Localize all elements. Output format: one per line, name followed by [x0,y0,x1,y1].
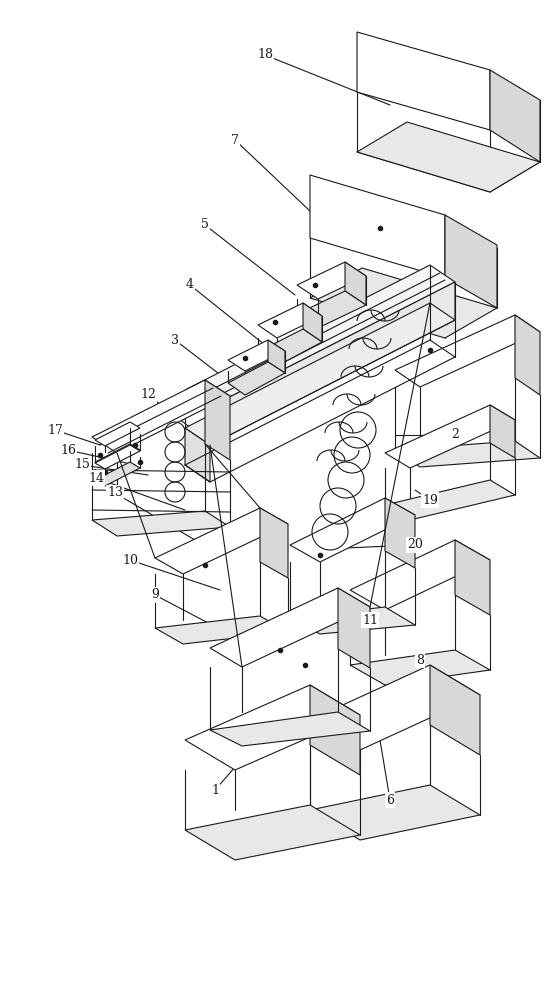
Polygon shape [290,498,415,562]
Text: 9: 9 [151,588,159,601]
Polygon shape [395,315,540,387]
Polygon shape [205,380,230,460]
Polygon shape [210,282,455,445]
Polygon shape [210,712,370,746]
Polygon shape [258,329,322,366]
Polygon shape [310,665,480,750]
Text: 17: 17 [47,424,63,436]
Text: 16: 16 [60,444,76,456]
Polygon shape [185,805,360,860]
Polygon shape [228,362,285,395]
Polygon shape [515,315,540,395]
Polygon shape [92,511,230,536]
Polygon shape [185,303,455,445]
Text: 12: 12 [140,388,156,401]
Polygon shape [345,262,366,305]
Polygon shape [95,462,140,486]
Polygon shape [310,685,360,775]
Polygon shape [155,508,288,574]
Polygon shape [297,262,366,299]
Text: 14: 14 [88,472,104,485]
Polygon shape [185,685,360,770]
Text: 20: 20 [407,538,423,552]
Polygon shape [385,405,515,468]
Polygon shape [258,303,322,338]
Text: 3: 3 [171,334,179,347]
Text: 13: 13 [107,487,123,499]
Text: 7: 7 [231,133,239,146]
Polygon shape [95,445,140,469]
Polygon shape [310,268,497,338]
Text: 5: 5 [201,219,209,232]
Text: 1: 1 [211,784,219,796]
Text: 8: 8 [416,654,424,666]
Polygon shape [395,441,540,467]
Polygon shape [338,588,370,668]
Polygon shape [92,380,230,453]
Polygon shape [155,616,288,644]
Polygon shape [357,122,540,192]
Polygon shape [268,340,285,373]
Polygon shape [430,665,480,755]
Text: 19: 19 [422,493,438,506]
Text: 18: 18 [257,48,273,62]
Text: 15: 15 [74,458,90,472]
Polygon shape [350,540,490,610]
Polygon shape [260,508,288,578]
Polygon shape [228,340,285,371]
Polygon shape [303,303,322,342]
Polygon shape [445,215,497,308]
Polygon shape [290,607,415,634]
Polygon shape [490,70,540,162]
Polygon shape [350,650,490,685]
Polygon shape [385,480,515,520]
Polygon shape [210,588,370,667]
Polygon shape [455,540,490,615]
Polygon shape [310,175,445,278]
Polygon shape [95,422,140,446]
Text: 11: 11 [362,613,378,626]
Polygon shape [490,405,515,458]
Polygon shape [297,291,366,328]
Polygon shape [385,498,415,568]
Text: 10: 10 [122,554,138,566]
Polygon shape [185,265,455,407]
Text: 6: 6 [386,794,394,806]
Polygon shape [310,785,480,840]
Polygon shape [357,32,490,130]
Polygon shape [185,428,210,482]
Text: 2: 2 [451,428,459,442]
Polygon shape [95,444,140,468]
Text: 4: 4 [186,278,194,292]
